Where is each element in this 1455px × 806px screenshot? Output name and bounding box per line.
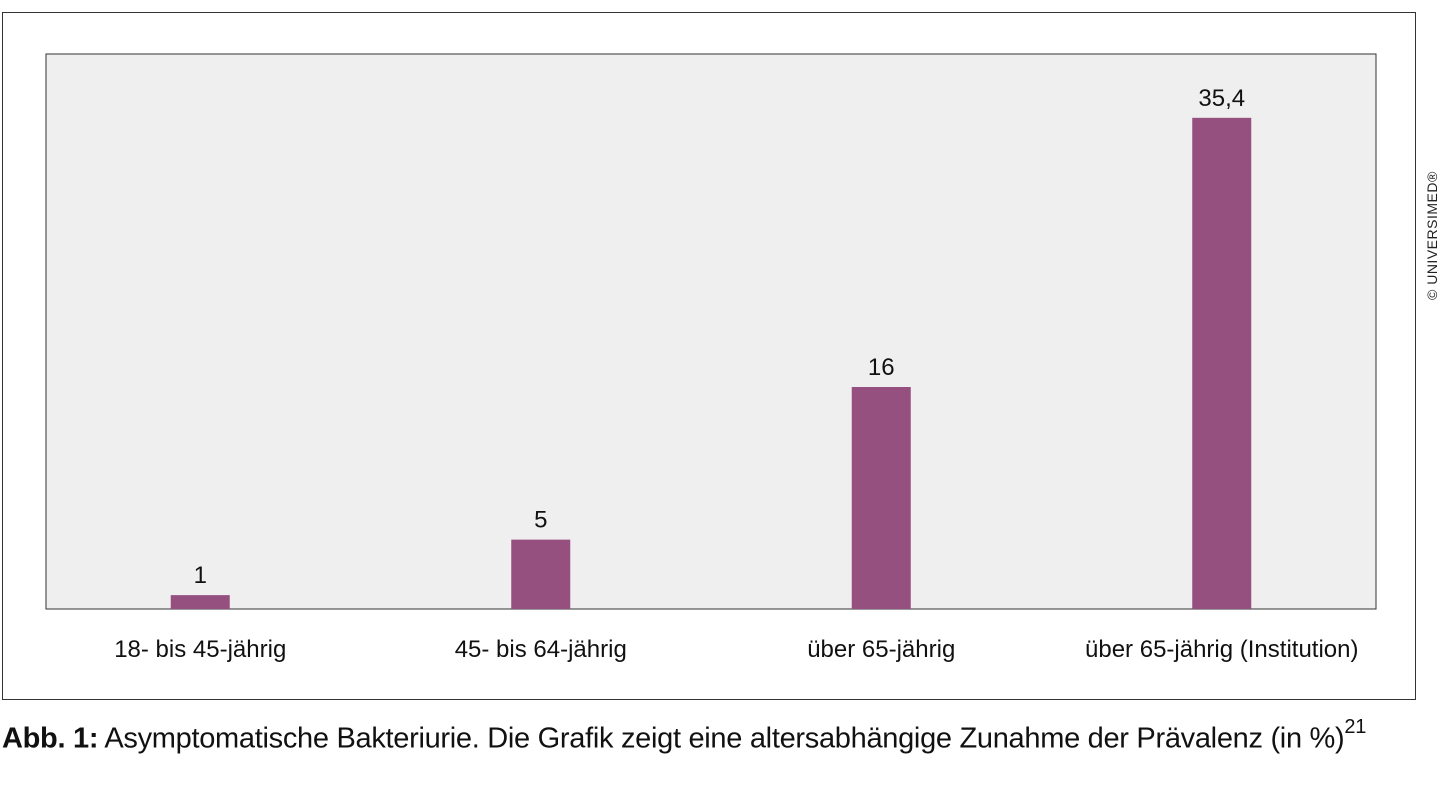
data-label: 1 [194,562,207,589]
category-label: über 65-jährig [807,636,955,663]
copyright-text: © UNIVERSIMED® [1424,171,1440,300]
category-label: 45- bis 64-jährig [455,636,627,663]
category-labels-group: 18- bis 45-jährig 45- bis 64-jährig über 6… [114,636,1358,663]
caption-reference: 21 [1344,716,1367,738]
figure-caption: Abb. 1: Asymptomatische Bakteriurie. Die… [2,716,1366,756]
plot-area [45,53,1377,610]
bar [851,387,911,609]
bars-group [170,117,1252,609]
caption-text: Asymptomatische Bakteriurie. Die Grafik … [98,722,1345,755]
caption-label: Abb. 1: [2,722,99,755]
data-label: 35,4 [1198,85,1245,112]
category-label: über 65-jährig (Institution) [1085,636,1358,663]
bar [511,539,571,609]
value-labels-group: 1 5 16 35,4 [194,85,1246,589]
data-label: 16 [868,354,895,381]
copyright-notice: © UNIVERSIMED® [1424,150,1444,300]
bar [170,595,230,609]
category-label: 18- bis 45-jährig [114,636,286,663]
bar [1192,117,1252,609]
data-label: 5 [534,507,547,534]
